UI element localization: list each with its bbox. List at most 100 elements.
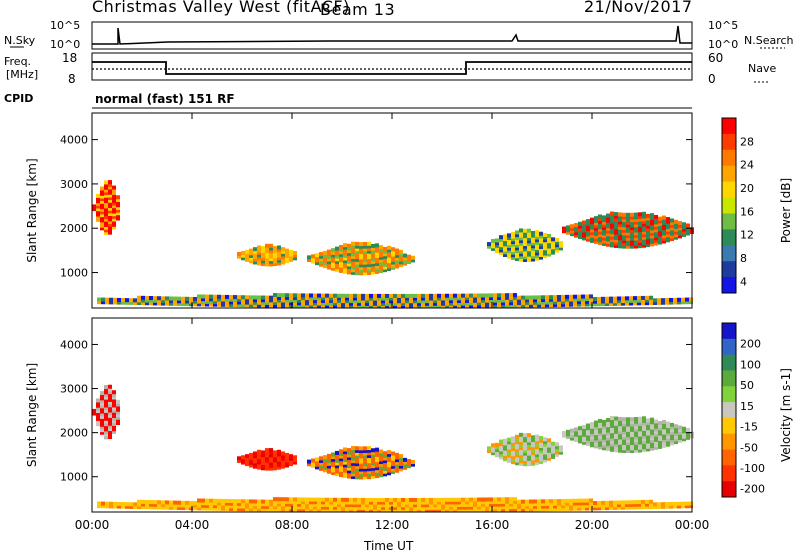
data-cell bbox=[547, 236, 551, 241]
midday-band bbox=[307, 445, 415, 480]
data-cell bbox=[658, 227, 662, 232]
data-cell bbox=[113, 501, 117, 506]
data-cell bbox=[104, 406, 108, 411]
data-cell bbox=[281, 298, 285, 303]
data-cell bbox=[145, 505, 149, 510]
data-cell bbox=[566, 225, 570, 230]
data-cell bbox=[165, 301, 169, 306]
data-cell bbox=[606, 232, 610, 237]
data-cell bbox=[96, 422, 100, 427]
data-cell bbox=[614, 432, 618, 437]
data-cell bbox=[626, 419, 630, 424]
data-cell bbox=[485, 298, 489, 303]
data-cell bbox=[543, 442, 547, 447]
data-cell bbox=[453, 296, 457, 301]
data-cell bbox=[343, 251, 347, 256]
data-cell bbox=[610, 431, 614, 436]
data-cell bbox=[375, 450, 379, 455]
data-cell bbox=[112, 411, 116, 416]
data-cell bbox=[646, 224, 650, 229]
data-cell bbox=[289, 462, 293, 467]
data-cell bbox=[593, 501, 597, 506]
data-cell bbox=[559, 246, 563, 251]
data-cell bbox=[387, 248, 391, 253]
data-cell bbox=[646, 423, 650, 428]
data-cell bbox=[363, 470, 367, 475]
data-cell bbox=[141, 505, 145, 510]
data-cell bbox=[104, 183, 108, 188]
data-cell bbox=[505, 499, 509, 504]
data-cell bbox=[601, 296, 605, 301]
data-cell bbox=[257, 465, 261, 470]
data-cell bbox=[582, 228, 586, 233]
data-cell bbox=[555, 444, 559, 449]
data-cell bbox=[387, 455, 391, 460]
data-cell bbox=[281, 505, 285, 510]
data-cell bbox=[347, 450, 351, 455]
data-cell bbox=[523, 459, 527, 464]
data-cell bbox=[527, 456, 531, 461]
data-cell bbox=[601, 299, 605, 304]
data-cell bbox=[589, 302, 593, 307]
data-cell bbox=[403, 463, 407, 468]
data-cell bbox=[104, 222, 108, 227]
data-cell bbox=[425, 296, 429, 301]
data-cell bbox=[329, 503, 333, 508]
data-cell bbox=[677, 504, 681, 509]
data-cell bbox=[622, 236, 626, 241]
data-cell bbox=[381, 293, 385, 298]
data-cell bbox=[553, 499, 557, 504]
data-cell bbox=[329, 508, 333, 513]
data-cell bbox=[277, 502, 281, 507]
data-cell bbox=[329, 296, 333, 301]
data-cell bbox=[327, 467, 331, 472]
data-cell bbox=[638, 445, 642, 450]
colorbar-swatch bbox=[722, 402, 736, 419]
data-cell bbox=[365, 503, 369, 508]
data-cell bbox=[104, 414, 108, 419]
data-cell bbox=[329, 304, 333, 309]
data-cell bbox=[157, 500, 161, 505]
data-cell bbox=[421, 497, 425, 502]
data-cell bbox=[205, 501, 209, 506]
data-cell bbox=[341, 500, 345, 505]
data-cell bbox=[375, 460, 379, 465]
data-cell bbox=[617, 301, 621, 306]
data-cell bbox=[535, 439, 539, 444]
data-cell bbox=[112, 188, 116, 193]
data-cell bbox=[570, 433, 574, 438]
data-cell bbox=[630, 438, 634, 443]
beam-title: Beam 13 bbox=[320, 0, 396, 19]
data-cell bbox=[503, 451, 507, 456]
data-cell bbox=[343, 267, 347, 272]
data-cell bbox=[285, 293, 289, 298]
data-cell bbox=[598, 421, 602, 426]
data-cell bbox=[618, 231, 622, 236]
data-cell bbox=[670, 229, 674, 234]
data-cell bbox=[681, 504, 685, 509]
data-cell bbox=[539, 237, 543, 242]
data-cell bbox=[614, 217, 618, 222]
data-cell bbox=[457, 505, 461, 510]
data-cell bbox=[377, 505, 381, 510]
data-cell bbox=[369, 497, 373, 502]
colorbar-swatch bbox=[722, 261, 736, 278]
data-cell bbox=[269, 463, 273, 468]
data-cell bbox=[574, 438, 578, 443]
data-cell bbox=[100, 221, 104, 226]
data-cell bbox=[618, 448, 622, 453]
data-cell bbox=[559, 450, 563, 455]
data-cell bbox=[622, 427, 626, 432]
data-cell bbox=[503, 446, 507, 451]
data-cell bbox=[497, 295, 501, 300]
data-cell bbox=[626, 425, 630, 430]
data-cell bbox=[108, 227, 112, 232]
data-cell bbox=[104, 204, 108, 209]
data-cell bbox=[523, 252, 527, 257]
data-cell bbox=[261, 507, 265, 512]
nsky-label: N.Sky bbox=[4, 34, 36, 47]
data-cell bbox=[626, 212, 630, 217]
data-cell bbox=[543, 439, 547, 444]
data-cell bbox=[535, 455, 539, 460]
data-cell bbox=[673, 504, 677, 509]
